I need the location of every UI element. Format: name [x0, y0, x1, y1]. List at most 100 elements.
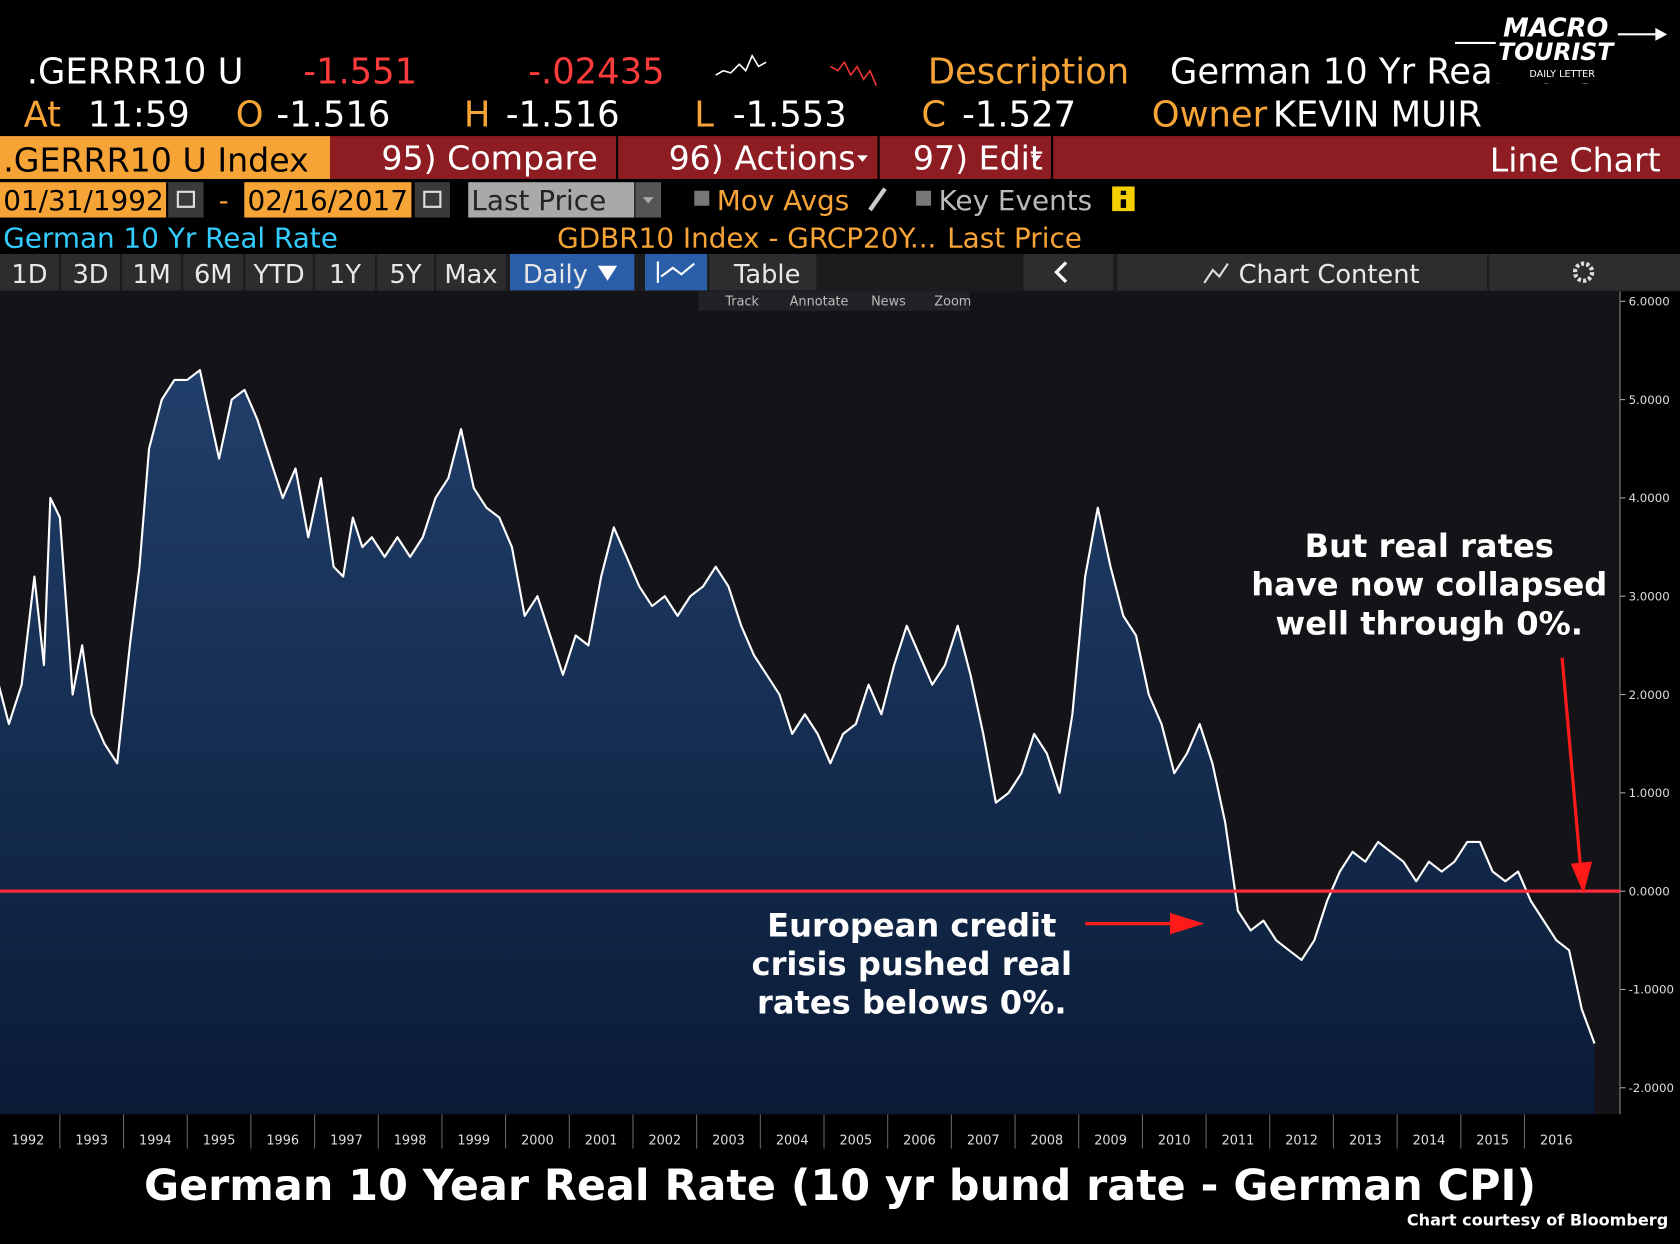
toolbar-item[interactable]: News	[871, 294, 906, 309]
owner: KEVIN MUIR	[1273, 94, 1482, 135]
annotation: But real rates	[1305, 527, 1554, 565]
x-tick-label: 1993	[75, 1133, 108, 1148]
security: .GERRR10 U Index	[3, 140, 309, 179]
toolbar-item[interactable]: Track	[724, 294, 759, 309]
toolbar-item[interactable]: Zoom	[934, 294, 971, 309]
info-icon[interactable]	[1112, 186, 1135, 212]
calendar-icon	[423, 190, 442, 208]
annotation: European credit	[767, 906, 1056, 944]
x-tick-label: 2016	[1540, 1133, 1573, 1148]
checkbox[interactable]	[694, 190, 710, 206]
tab-label: 1M	[132, 260, 171, 290]
start-date: 01/31/1992	[3, 184, 163, 217]
y-tick-label: 2.0000	[1629, 688, 1670, 702]
frequency-button[interactable]	[510, 253, 635, 291]
tab-button[interactable]	[0, 253, 59, 291]
info-glyph	[1120, 199, 1127, 208]
logo-line: DAILY LETTER	[1529, 69, 1595, 80]
tab-label: YTD	[253, 260, 305, 290]
x-tick-label: 2007	[967, 1133, 1000, 1148]
x-tick-label: 2001	[585, 1133, 618, 1148]
toolbar-item[interactable]: Annotate	[790, 294, 849, 309]
change: -.02435	[528, 52, 664, 93]
chart-content-icon	[1203, 263, 1229, 284]
description-label: Description	[928, 52, 1129, 93]
toolbar	[698, 291, 970, 311]
annotation: crisis pushed real	[752, 945, 1072, 983]
menu-bar	[330, 136, 1680, 179]
legend-ticker: GDBR10 Index - GRCP20Y...	[557, 222, 936, 255]
y-tick-label: -2.0000	[1629, 1081, 1674, 1095]
collapse-button[interactable]	[1023, 253, 1114, 291]
last-price: -1.551	[303, 52, 417, 93]
view-name: Line Chart	[1490, 140, 1661, 179]
y-tick-label: 0.0000	[1629, 884, 1670, 898]
x-tick-label: 2014	[1413, 1133, 1446, 1148]
field-box[interactable]	[468, 182, 635, 218]
tab-button[interactable]	[183, 253, 244, 291]
source: Chart courtesy of Bloomberg	[1407, 1211, 1668, 1230]
x-tick-label: 1996	[266, 1133, 299, 1148]
x-tick-label: 2000	[521, 1133, 554, 1148]
x-tick-label: 1999	[457, 1133, 490, 1148]
end-date: 02/16/2017	[247, 184, 407, 217]
tab-button[interactable]	[315, 253, 375, 291]
sparkline-bars	[829, 60, 878, 87]
y-tick-label: 4.0000	[1629, 491, 1670, 505]
x-axis-band	[0, 1114, 1620, 1149]
x-tick-label: 2009	[1094, 1133, 1127, 1148]
ohlc-label: L	[694, 94, 714, 135]
pencil-icon[interactable]	[868, 187, 887, 212]
x-tick-label: 2010	[1158, 1133, 1191, 1148]
tab-label: 6M	[194, 260, 233, 290]
tab-button[interactable]	[61, 253, 120, 291]
tab-button[interactable]	[122, 253, 182, 291]
x-tick-label: 1992	[12, 1133, 45, 1148]
checkbox[interactable]	[916, 190, 932, 206]
y-tick-label: 1.0000	[1629, 786, 1670, 800]
tab-button[interactable]	[245, 253, 313, 291]
line	[0, 369, 1596, 1044]
x-tick-label: 1994	[139, 1133, 172, 1148]
frequency: Daily	[523, 260, 588, 290]
mov-avgs: Mov Avgs	[717, 184, 849, 217]
y-tick-label: 6.0000	[1629, 295, 1670, 309]
ohlc-label: H	[464, 94, 491, 135]
calendar-button[interactable]	[414, 182, 450, 218]
logo-arrowhead	[1655, 27, 1668, 41]
date-box[interactable]	[244, 182, 412, 218]
ohlc-label: O	[236, 94, 264, 135]
key-events: Key Events	[939, 184, 1093, 217]
y-tick-label: 5.0000	[1629, 393, 1670, 407]
chart-title: German 10 Year Real Rate (10 yr bund rat…	[144, 1161, 1536, 1211]
date-box[interactable]	[0, 182, 167, 218]
x-tick-label: 1997	[330, 1133, 363, 1148]
y-tick-label: -1.0000	[1629, 983, 1674, 997]
menu-item[interactable]: 96) Actions	[669, 138, 856, 177]
x-tick-label: 2012	[1285, 1133, 1318, 1148]
y-tick-label: 3.0000	[1629, 590, 1670, 604]
sparkline	[715, 53, 767, 76]
tab-button[interactable]	[377, 253, 434, 291]
menu-item[interactable]: 97) Edit	[913, 138, 1043, 177]
settings-button[interactable]	[1489, 253, 1680, 291]
x-tick-label: 1995	[203, 1133, 236, 1148]
tab-label: 5Y	[390, 260, 422, 290]
ohlc-value: -1.527	[962, 94, 1076, 135]
calendar-button[interactable]	[168, 182, 204, 218]
chart-view-button[interactable]	[645, 253, 708, 291]
info-glyph	[1120, 190, 1127, 196]
x-tick-label: 2005	[840, 1133, 873, 1148]
menu-item[interactable]: 95) Compare	[381, 138, 597, 177]
table-button[interactable]	[709, 253, 817, 291]
field: Last Price	[471, 184, 606, 217]
tab-label: 1Y	[329, 260, 361, 290]
annotation: well through 0%.	[1276, 604, 1583, 642]
dropdown-icon	[597, 265, 618, 281]
x-tick-label: 2008	[1031, 1133, 1064, 1148]
x-tick-label: 2004	[776, 1133, 809, 1148]
table: Table	[733, 260, 800, 290]
chart-content-button[interactable]	[1117, 253, 1488, 291]
tab-button[interactable]	[436, 253, 506, 291]
ohlc-label: C	[921, 94, 946, 135]
